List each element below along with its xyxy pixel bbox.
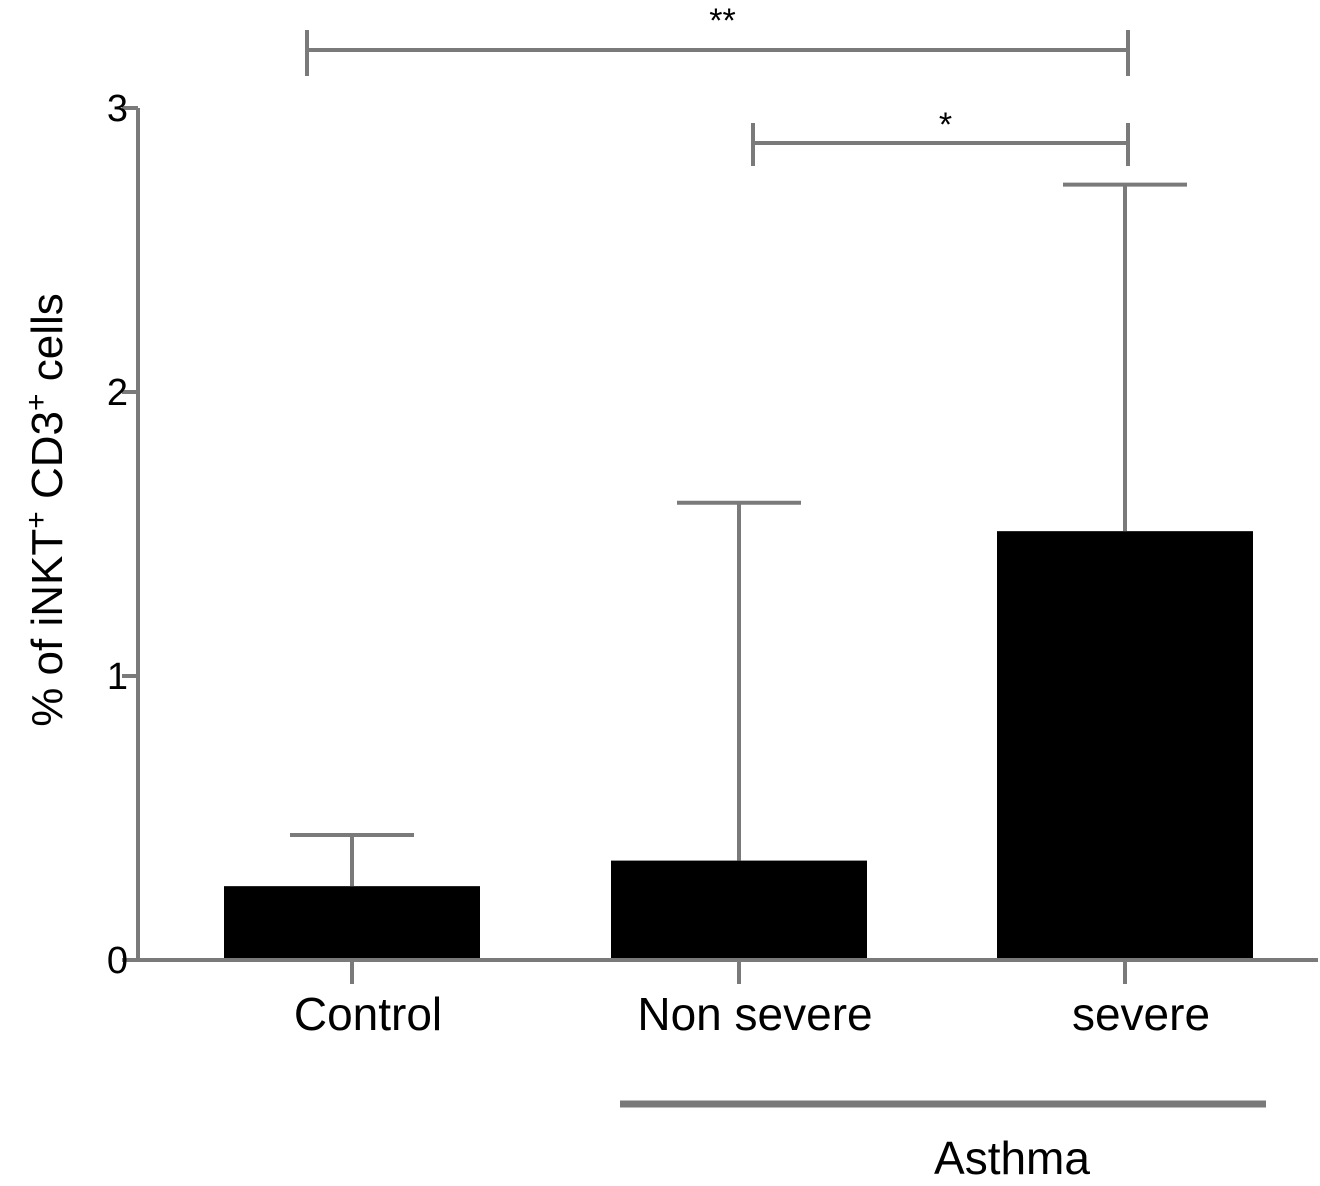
significance-label: *	[939, 106, 952, 144]
y-axis-label: % of iNKT+ CD3+ cells	[20, 293, 73, 727]
y-tick-label: 3	[107, 88, 128, 130]
x-category-label: severe	[1072, 988, 1210, 1040]
y-axis-label-part: % of iNKT	[23, 529, 72, 727]
y-tick-label: 2	[107, 372, 128, 414]
y-axis-label-part: cells	[23, 293, 72, 393]
bar	[611, 860, 867, 960]
y-axis-label-superscript: +	[20, 511, 53, 529]
group-label: Asthma	[934, 1132, 1090, 1184]
significance-label: **	[709, 2, 735, 40]
y-tick-label: 1	[107, 656, 128, 698]
y-axis-label-superscript: +	[20, 393, 53, 411]
y-axis-label-part: CD3	[23, 411, 72, 511]
x-category-label: Non severe	[637, 988, 872, 1040]
bar	[224, 886, 480, 960]
y-tick-label: 0	[107, 940, 128, 982]
x-category-label: Control	[294, 988, 442, 1040]
bar	[997, 531, 1253, 960]
